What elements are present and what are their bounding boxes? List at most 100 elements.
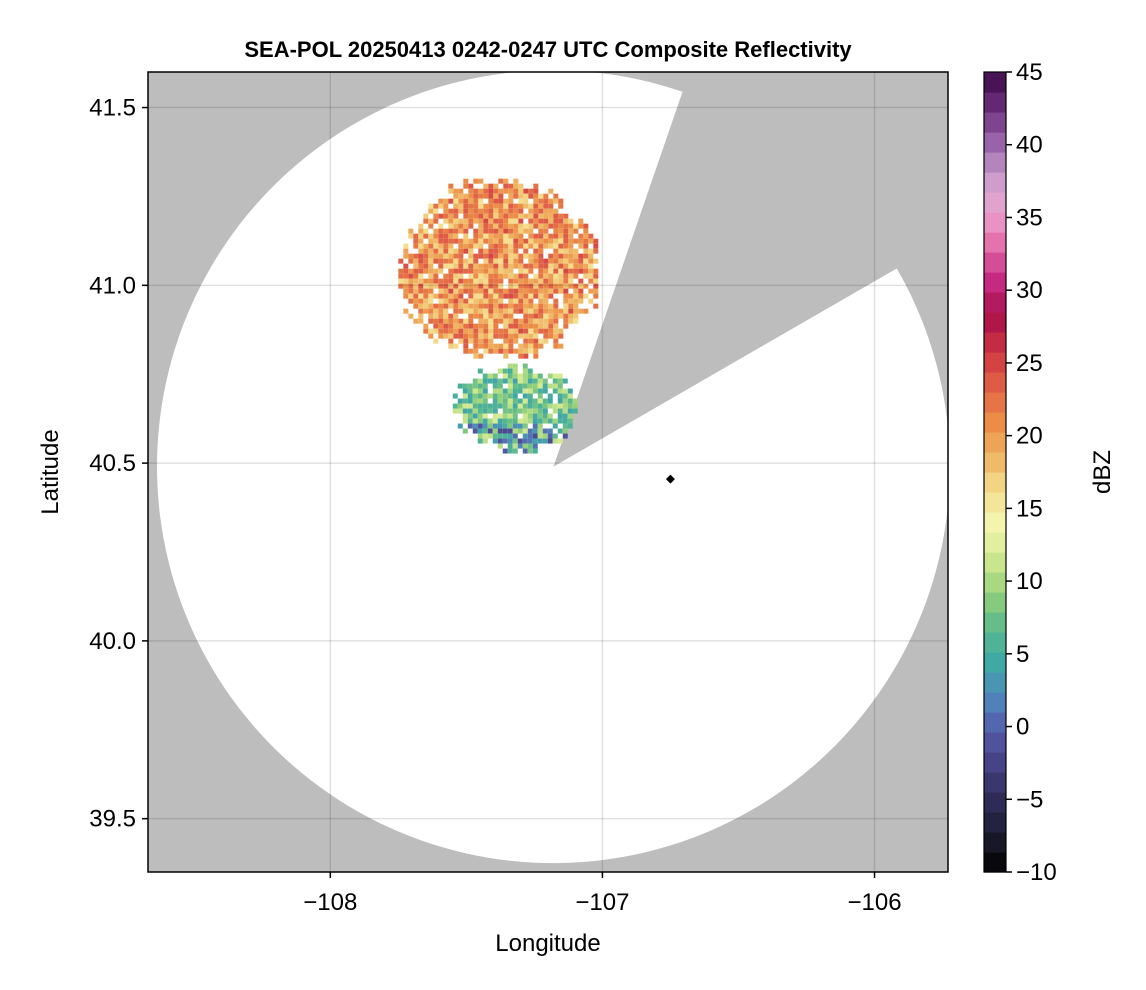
echo-pixel [438,333,444,339]
echo-pixel [533,248,539,254]
echo-pixel [398,283,404,289]
echo-pixel [583,273,589,279]
plot-area [148,72,948,872]
echo-pixel [458,248,464,254]
echo-pixel [463,303,469,309]
echo-pixel [523,278,529,284]
echo-pixel [493,243,499,249]
echo-pixel [573,273,579,279]
echo-pixel [553,258,559,264]
echo-pixel [497,388,503,394]
echo-pixel [488,328,494,334]
echo-pixel [508,273,514,279]
echo-pixel [588,253,594,259]
echo-pixel [548,258,554,264]
echo-pixel [588,263,594,269]
echo-pixel [433,258,439,264]
echo-pixel [562,393,568,399]
echo-pixel [472,383,478,389]
echo-pixel [558,273,564,279]
echo-pixel [558,253,564,259]
colorbar-label: dBZ [1089,450,1116,494]
echo-pixel [482,373,488,379]
echo-pixel [518,203,524,209]
echo-pixel [498,218,504,224]
echo-pixel [443,298,449,304]
colorbar-level [984,132,1006,153]
echo-pixel [507,378,513,384]
echo-pixel [488,213,494,219]
echo-pixel [542,438,548,444]
echo-pixel [503,218,509,224]
echo-pixel [558,313,564,319]
echo-pixel [418,238,424,244]
echo-pixel [543,283,549,289]
y-tick-label: 41.5 [89,95,136,122]
echo-pixel [583,263,589,269]
echo-pixel [523,298,529,304]
echo-pixel [478,253,484,259]
echo-pixel [473,298,479,304]
echo-pixel [458,263,464,269]
echo-pixel [527,373,533,379]
echo-pixel [453,203,459,209]
echo-pixel [528,208,534,214]
echo-pixel [517,428,523,434]
echo-pixel [477,423,483,429]
echo-pixel [413,263,419,269]
echo-pixel [418,283,424,289]
echo-pixel [478,278,484,284]
colorbar-level [984,832,1006,853]
colorbar-level [984,352,1006,373]
echo-pixel [532,388,538,394]
echo-pixel [533,263,539,269]
echo-pixel [538,253,544,259]
echo-pixel [503,238,509,244]
colorbar-level [984,232,1006,253]
echo-pixel [553,228,559,234]
echo-pixel [553,283,559,289]
echo-pixel [457,398,463,404]
echo-pixel [433,338,439,344]
echo-pixel [578,278,584,284]
echo-pixel [542,398,548,404]
echo-pixel [448,303,454,309]
echo-pixel [463,238,469,244]
echo-pixel [518,343,524,349]
echo-pixel [568,248,574,254]
echo-pixel [458,273,464,279]
echo-pixel [438,278,444,284]
echo-pixel [508,348,514,354]
echo-pixel [408,258,414,264]
echo-pixel [553,263,559,269]
echo-pixel [593,273,599,279]
echo-pixel [453,298,459,304]
echo-pixel [448,248,454,254]
echo-pixel [578,298,584,304]
echo-pixel [508,183,514,189]
echo-pixel [453,333,459,339]
echo-pixel [543,203,549,209]
echo-pixel [548,238,554,244]
echo-pixel [563,303,569,309]
echo-pixel [463,333,469,339]
echo-pixel [493,303,499,309]
echo-pixel [483,238,489,244]
echo-pixel [463,183,469,189]
echo-pixel [528,333,534,339]
echo-pixel [453,188,459,194]
echo-pixel [517,403,523,409]
echo-pixel [568,313,574,319]
echo-pixel [453,328,459,334]
echo-pixel [458,283,464,289]
echo-pixel [453,313,459,319]
echo-pixel [547,383,553,389]
echo-pixel [498,188,504,194]
echo-pixel [433,278,439,284]
echo-pixel [448,313,454,319]
echo-pixel [467,398,473,404]
echo-pixel [463,278,469,284]
echo-pixel [423,308,429,314]
echo-pixel [547,428,553,434]
